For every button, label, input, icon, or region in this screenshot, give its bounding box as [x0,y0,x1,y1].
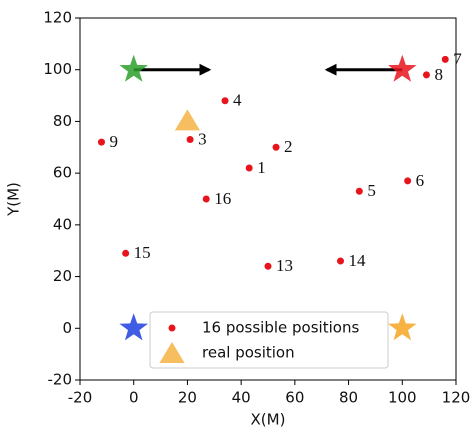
y-axis-label: Y(M) [5,182,23,217]
possible-position [264,262,272,270]
point-label: 13 [276,256,293,275]
y-tick-label: 40 [53,215,72,233]
y-tick-label: 80 [53,112,72,130]
x-tick-label: 120 [442,389,471,407]
x-tick-label: -20 [68,389,93,407]
legend-box [149,311,389,369]
y-tick-label: 60 [53,164,72,182]
x-tick-label: 80 [339,389,358,407]
possible-position [186,136,194,144]
plot-frame [79,17,457,381]
y-tick-label: 20 [53,267,72,285]
point-label: 8 [434,65,443,84]
possible-position [221,97,229,105]
possible-position [202,195,210,203]
x-tick-label: 100 [388,389,417,407]
y-tick-label: 0 [62,319,72,337]
x-axis-label: X(M) [251,411,286,429]
possible-position [97,138,105,146]
y-tick-label: -20 [48,371,73,389]
possible-position [245,164,253,172]
point-label: 5 [367,181,376,200]
x-tick-label: 60 [285,389,304,407]
legend-label: real position [202,344,295,362]
x-tick-label: 20 [178,389,197,407]
y-tick-label: 100 [43,60,72,78]
possible-position [441,55,449,63]
real-position [174,109,201,131]
anchor-star [388,54,417,82]
possible-position [122,249,130,257]
possible-position [272,143,280,151]
point-label: 9 [109,132,118,151]
anchor-star [388,313,417,341]
legend-label: 16 possible positions [202,319,359,337]
anchor-star [119,313,148,341]
x-tick-label: 40 [232,389,251,407]
point-label: 15 [134,243,151,262]
legend-marker [159,342,185,363]
possible-position [422,71,430,79]
y-tick-label: 120 [43,9,72,27]
point-label: 7 [453,49,462,68]
possible-position [355,187,363,195]
x-tick-label: 0 [129,389,139,407]
point-label: 4 [233,91,242,110]
point-label: 2 [284,137,293,156]
point-label: 14 [349,251,367,270]
point-label: 6 [416,171,425,190]
legend-marker [168,324,176,332]
possible-position [337,257,345,265]
point-label: 3 [198,129,207,148]
point-label: 16 [214,189,231,208]
anchor-star [119,54,148,82]
possible-position [404,177,412,185]
point-label: 1 [257,158,266,177]
